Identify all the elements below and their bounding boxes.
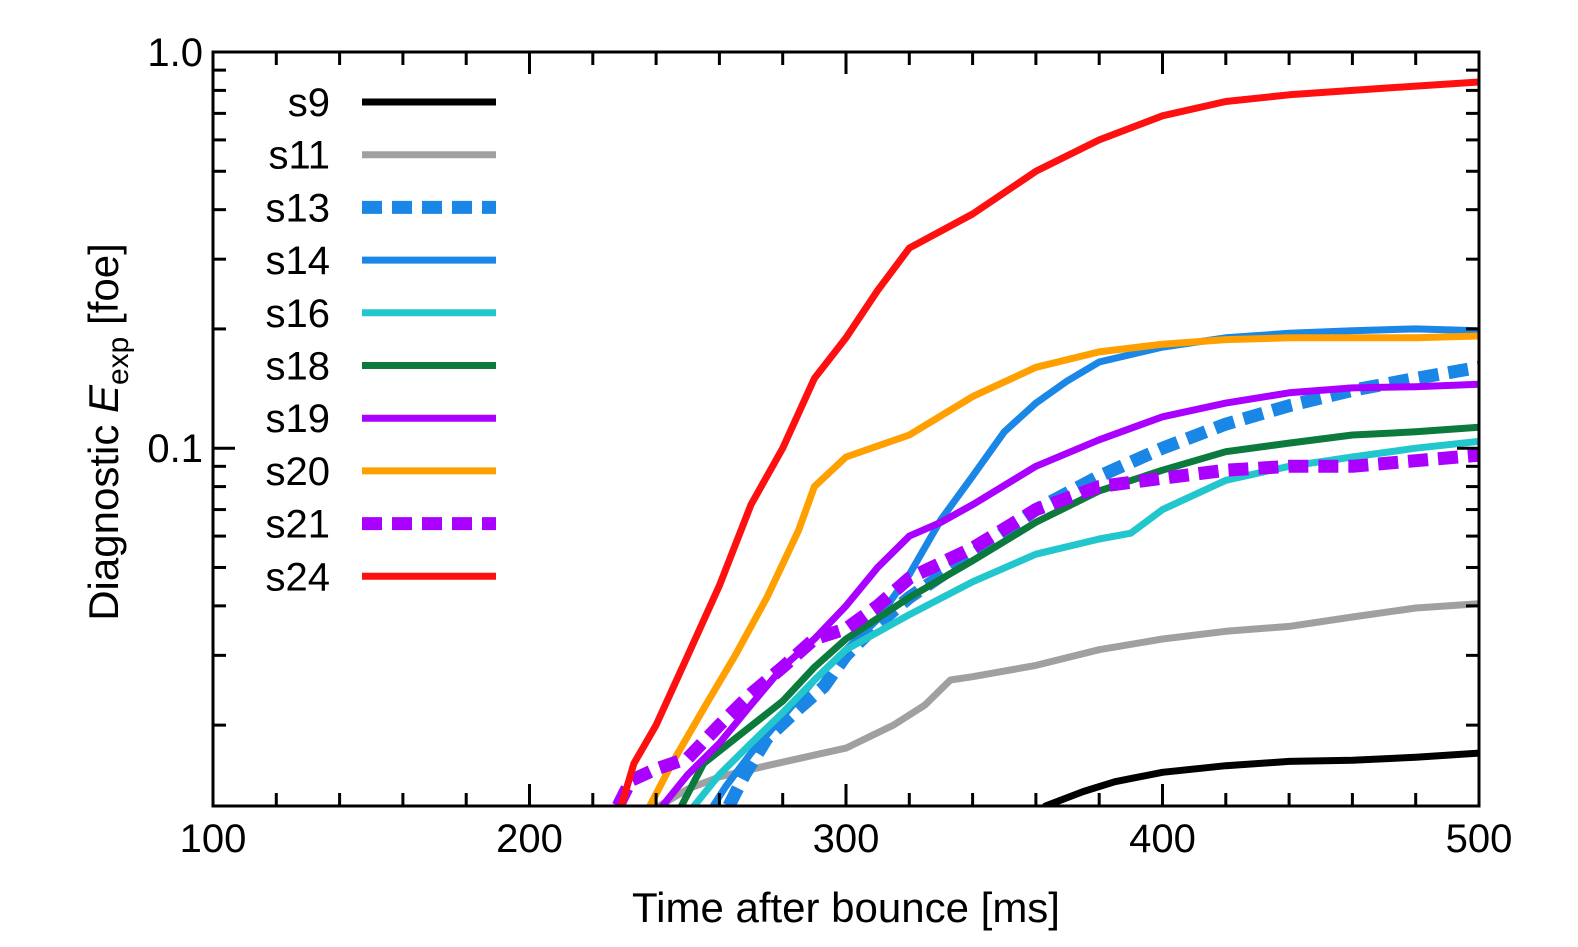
series-line-s24 [617, 78, 1479, 806]
x-axis-label: Time after bounce [ms] [632, 884, 1060, 931]
x-tick-label: 100 [180, 817, 247, 861]
x-tick-label: 500 [1446, 817, 1513, 861]
legend-label: s21 [266, 503, 331, 547]
x-tick-label: 400 [1129, 817, 1196, 861]
y-axis-label: Diagnostic Eexp [foe] [80, 243, 135, 621]
y-axis-label-unit: [foe] [80, 243, 127, 336]
series-line-s16 [690, 437, 1479, 806]
y-axis-label-subscript: exp [102, 337, 135, 385]
legend-label: s13 [266, 186, 331, 230]
legend-item-s9: s9 [288, 81, 496, 125]
y-tick-label: 1.0 [147, 31, 203, 75]
series-clip-group [612, 78, 1479, 806]
legend-label: s20 [266, 450, 331, 494]
legend-item-s11: s11 [268, 134, 496, 178]
legend-item-s16: s16 [266, 292, 496, 336]
y-axis-label-symbol: E [80, 384, 127, 413]
legend-label: s14 [266, 239, 331, 283]
legend-label: s11 [268, 134, 330, 178]
x-tick-label: 300 [813, 817, 880, 861]
legend-item-s21: s21 [266, 503, 496, 547]
series-line-s11 [655, 600, 1479, 806]
legend-item-s18: s18 [266, 345, 496, 389]
legend-label: s18 [266, 345, 331, 389]
axis-tick-labels: 100 200 300 400 500 0.1 1.0 [147, 31, 1512, 861]
series-line-s14 [709, 325, 1479, 806]
y-tick-label: 0.1 [147, 427, 203, 471]
legend-label: s16 [266, 292, 331, 336]
plot-frame [211, 50, 1481, 808]
legend-item-s13: s13 [266, 186, 496, 230]
legend-label: s24 [266, 555, 331, 599]
y-axis-label-prefix: Diagnostic [80, 413, 127, 621]
legend-label: s19 [266, 397, 331, 441]
series-line-s13 [723, 360, 1479, 806]
series-line-s19 [658, 380, 1479, 806]
series-line-s9 [1041, 749, 1479, 806]
legend-item-s24: s24 [266, 555, 496, 599]
legend-item-s20: s20 [266, 450, 496, 494]
plot-series-group [612, 78, 1479, 806]
axis-ticks [211, 50, 1481, 806]
legend-item-s14: s14 [266, 239, 496, 283]
legend-label: s9 [288, 81, 330, 125]
legend: s9 s11 s13 s14 s16 s18 s19 s20 s21 s24 [266, 81, 496, 599]
series-line-s18 [677, 423, 1479, 806]
series-line-s20 [646, 332, 1479, 806]
legend-item-s19: s19 [266, 397, 496, 441]
series-line-s21 [612, 448, 1479, 806]
x-tick-label: 200 [496, 817, 563, 861]
